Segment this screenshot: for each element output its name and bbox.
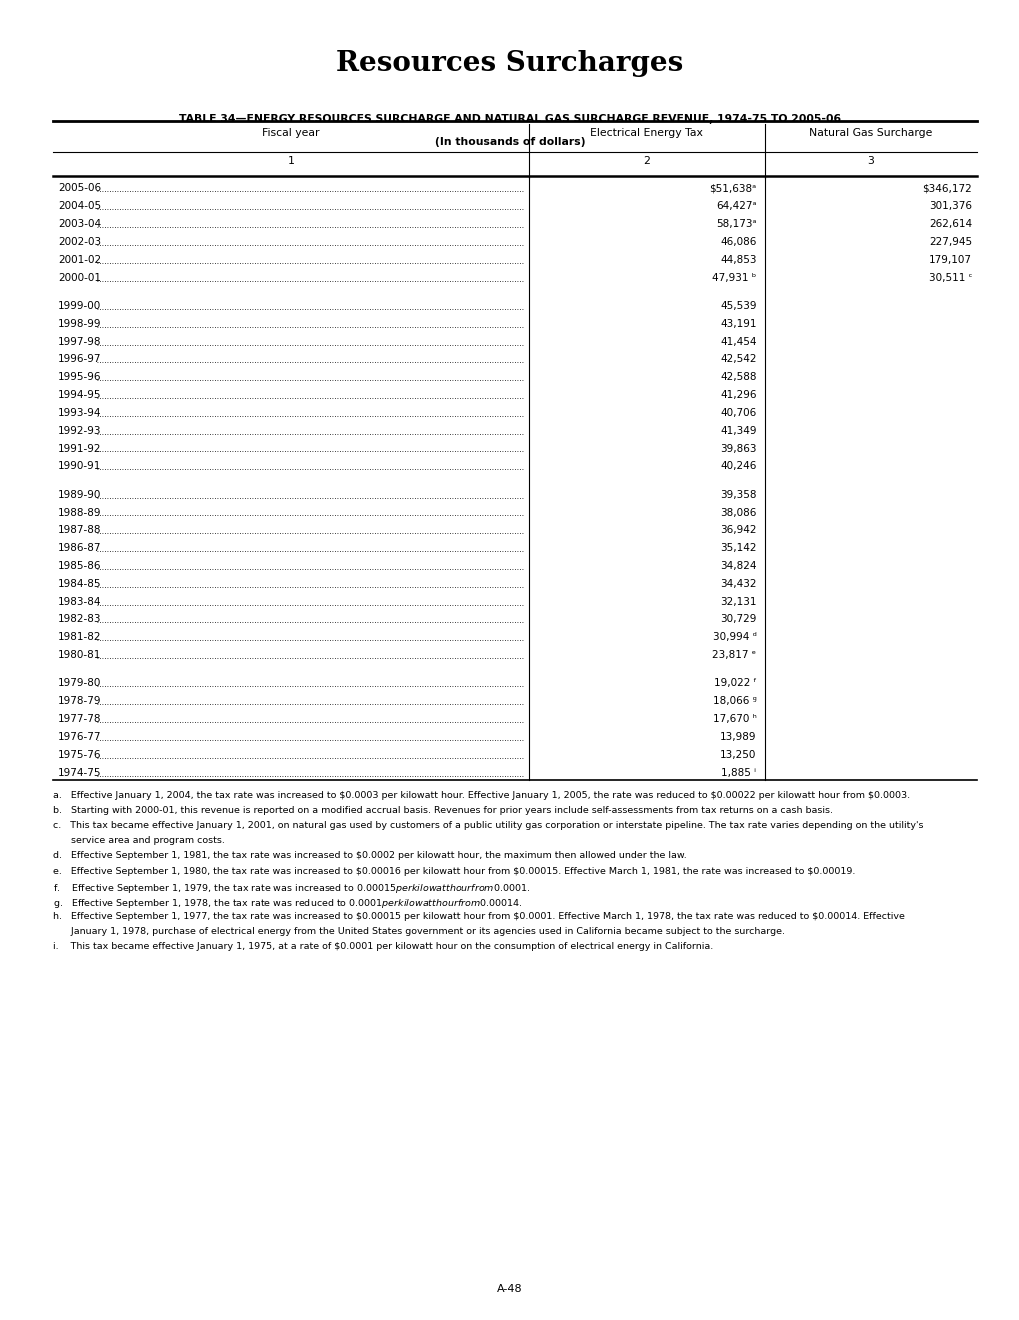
Text: 2002-03: 2002-03: [58, 236, 101, 247]
Text: 1997-98: 1997-98: [58, 337, 102, 347]
Text: 13,250: 13,250: [719, 750, 756, 760]
Text: 179,107: 179,107: [928, 255, 971, 265]
Text: 41,349: 41,349: [719, 425, 756, 436]
Text: 39,863: 39,863: [719, 444, 756, 454]
Text: 1974-75: 1974-75: [58, 767, 102, 777]
Text: 30,511 ᶜ: 30,511 ᶜ: [927, 272, 971, 282]
Text: Natural Gas Surcharge: Natural Gas Surcharge: [808, 128, 931, 139]
Text: January 1, 1978, purchase of electrical energy from the United States government: January 1, 1978, purchase of electrical …: [53, 927, 785, 936]
Text: 46,086: 46,086: [719, 236, 756, 247]
Text: 1994-95: 1994-95: [58, 389, 102, 400]
Text: 1980-81: 1980-81: [58, 649, 102, 660]
Text: 30,994 ᵈ: 30,994 ᵈ: [712, 632, 756, 643]
Text: 1984-85: 1984-85: [58, 578, 102, 589]
Text: e.   Effective September 1, 1980, the tax rate was increased to $0.00016 per kil: e. Effective September 1, 1980, the tax …: [53, 866, 855, 875]
Text: A-48: A-48: [496, 1283, 523, 1294]
Text: 2: 2: [643, 156, 649, 166]
Text: 18,066 ᵍ: 18,066 ᵍ: [712, 696, 756, 706]
Text: 34,432: 34,432: [719, 578, 756, 589]
Text: 2003-04: 2003-04: [58, 219, 101, 230]
Text: 17,670 ʰ: 17,670 ʰ: [712, 714, 756, 725]
Text: b.   Starting with 2000-01, this revenue is reported on a modified accrual basis: b. Starting with 2000-01, this revenue i…: [53, 805, 833, 814]
Text: g.   Effective September 1, 1978, the tax rate was reduced to $0.0001 per kilowa: g. Effective September 1, 1978, the tax …: [53, 896, 523, 909]
Text: 1982-83: 1982-83: [58, 614, 102, 624]
Text: 1998-99: 1998-99: [58, 318, 102, 329]
Text: (In thousands of dollars): (In thousands of dollars): [434, 137, 585, 148]
Text: 2005-06: 2005-06: [58, 183, 101, 194]
Text: d.   Effective September 1, 1981, the tax rate was increased to $0.0002 per kilo: d. Effective September 1, 1981, the tax …: [53, 851, 686, 861]
Text: 1,885 ⁱ: 1,885 ⁱ: [720, 767, 756, 777]
Text: 1975-76: 1975-76: [58, 750, 102, 760]
Text: 36,942: 36,942: [719, 525, 756, 536]
Text: 1981-82: 1981-82: [58, 632, 102, 643]
Text: 2004-05: 2004-05: [58, 201, 101, 211]
Text: 41,296: 41,296: [719, 389, 756, 400]
Text: 2000-01: 2000-01: [58, 272, 101, 282]
Text: 47,931 ᵇ: 47,931 ᵇ: [711, 272, 756, 282]
Text: h.   Effective September 1, 1977, the tax rate was increased to $0.00015 per kil: h. Effective September 1, 1977, the tax …: [53, 912, 904, 921]
Text: 38,086: 38,086: [719, 507, 756, 517]
Text: 1991-92: 1991-92: [58, 444, 102, 454]
Text: 42,588: 42,588: [719, 372, 756, 383]
Text: 1990-91: 1990-91: [58, 461, 102, 471]
Text: 1996-97: 1996-97: [58, 354, 102, 364]
Text: 19,022 ᶠ: 19,022 ᶠ: [713, 678, 756, 689]
Text: 1993-94: 1993-94: [58, 408, 102, 418]
Text: 43,191: 43,191: [719, 318, 756, 329]
Text: $51,638ᵃ: $51,638ᵃ: [708, 183, 756, 194]
Text: 1: 1: [287, 156, 294, 166]
Text: 1985-86: 1985-86: [58, 561, 102, 572]
Text: c.   This tax became effective January 1, 2001, on natural gas used by customers: c. This tax became effective January 1, …: [53, 821, 922, 830]
Text: 262,614: 262,614: [928, 219, 971, 230]
Text: 30,729: 30,729: [719, 614, 756, 624]
Text: 227,945: 227,945: [928, 236, 971, 247]
Text: 301,376: 301,376: [928, 201, 971, 211]
Text: 1978-79: 1978-79: [58, 696, 102, 706]
Text: $346,172: $346,172: [921, 183, 971, 194]
Text: 1987-88: 1987-88: [58, 525, 102, 536]
Text: 1988-89: 1988-89: [58, 507, 102, 517]
Text: f.    Effective September 1, 1979, the tax rate was increased to $0.00015 per ki: f. Effective September 1, 1979, the tax …: [53, 882, 530, 895]
Text: a.   Effective January 1, 2004, the tax rate was increased to $0.0003 per kilowa: a. Effective January 1, 2004, the tax ra…: [53, 791, 909, 800]
Text: 1986-87: 1986-87: [58, 543, 102, 553]
Text: 45,539: 45,539: [719, 301, 756, 312]
Text: 23,817 ᵉ: 23,817 ᵉ: [711, 649, 756, 660]
Text: 32,131: 32,131: [719, 597, 756, 607]
Text: 58,173ᵃ: 58,173ᵃ: [715, 219, 756, 230]
Text: 1979-80: 1979-80: [58, 678, 102, 689]
Text: 13,989: 13,989: [719, 731, 756, 742]
Text: 1992-93: 1992-93: [58, 425, 102, 436]
Text: 1983-84: 1983-84: [58, 597, 102, 607]
Text: i.    This tax became effective January 1, 1975, at a rate of $0.0001 per kilowa: i. This tax became effective January 1, …: [53, 942, 712, 952]
Text: 1976-77: 1976-77: [58, 731, 102, 742]
Text: Electrical Energy Tax: Electrical Energy Tax: [590, 128, 702, 139]
Text: 40,246: 40,246: [719, 461, 756, 471]
Text: 3: 3: [866, 156, 873, 166]
Text: 39,358: 39,358: [719, 490, 756, 500]
Text: 41,454: 41,454: [719, 337, 756, 347]
Text: 1999-00: 1999-00: [58, 301, 101, 312]
Text: Resources Surcharges: Resources Surcharges: [336, 50, 683, 77]
Text: 40,706: 40,706: [719, 408, 756, 418]
Text: 34,824: 34,824: [719, 561, 756, 572]
Text: 1995-96: 1995-96: [58, 372, 102, 383]
Text: 42,542: 42,542: [719, 354, 756, 364]
Text: 1977-78: 1977-78: [58, 714, 102, 725]
Text: Fiscal year: Fiscal year: [262, 128, 319, 139]
Text: 1989-90: 1989-90: [58, 490, 102, 500]
Text: service area and program costs.: service area and program costs.: [53, 836, 225, 845]
Text: 2001-02: 2001-02: [58, 255, 101, 265]
Text: 35,142: 35,142: [719, 543, 756, 553]
Text: 44,853: 44,853: [719, 255, 756, 265]
Text: TABLE 34—ENERGY RESOURCES SURCHARGE AND NATURAL GAS SURCHARGE REVENUE, 1974-75 T: TABLE 34—ENERGY RESOURCES SURCHARGE AND …: [178, 114, 841, 124]
Text: 64,427ᵃ: 64,427ᵃ: [715, 201, 756, 211]
